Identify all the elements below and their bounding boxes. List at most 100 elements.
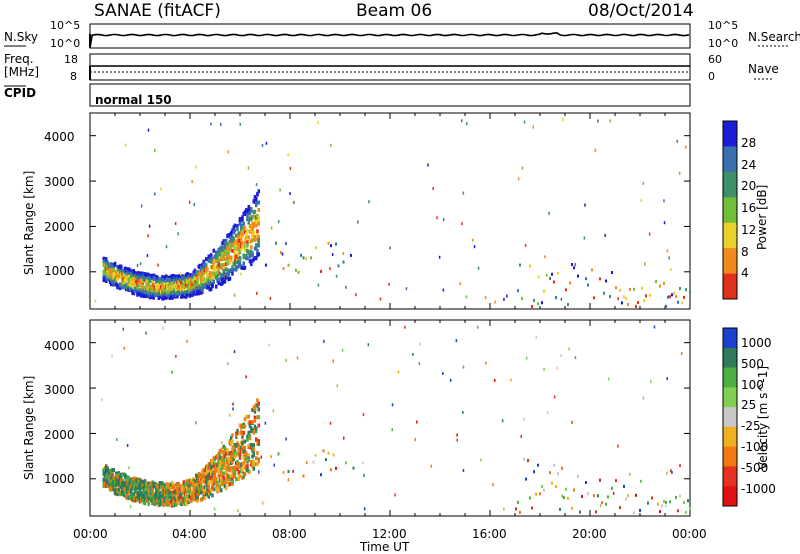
echo-cell <box>256 441 259 446</box>
echo-cell <box>230 231 233 236</box>
echo-cell <box>228 467 232 471</box>
echo-cell <box>217 281 220 286</box>
echo-cell <box>181 275 184 280</box>
colorbar-segment-vel <box>723 407 737 428</box>
echo-cell <box>166 494 169 499</box>
noise-cell <box>609 119 611 123</box>
echo-cell <box>671 293 673 297</box>
echo-cell <box>181 290 184 295</box>
echo-cell <box>161 287 164 292</box>
noise-cell <box>123 346 125 350</box>
xlabel: Time UT <box>360 540 410 554</box>
echo-cell <box>220 257 223 262</box>
echo-cell <box>166 502 169 507</box>
echo-cell <box>310 256 312 260</box>
freq-label: Freq. <box>4 52 34 66</box>
echo-cell <box>171 492 174 497</box>
noise-cell <box>345 285 347 289</box>
echo-cell <box>120 265 123 269</box>
echo-cell <box>245 253 248 258</box>
echo-cell <box>238 250 242 255</box>
echo-cell <box>183 284 187 289</box>
noise-cell <box>285 358 287 362</box>
echo-cell <box>211 473 214 478</box>
noise-cell <box>221 441 223 445</box>
echo-cell <box>140 485 143 490</box>
echo-cell <box>140 271 143 276</box>
echo-cell <box>226 448 229 453</box>
echo-cell <box>201 283 204 288</box>
noise-cell <box>427 163 429 167</box>
echo-cell <box>573 266 575 270</box>
echo-cell <box>243 424 247 429</box>
echo-cell <box>325 458 327 462</box>
noise-cell <box>494 379 496 382</box>
echo-cell <box>235 233 238 238</box>
echo-cell <box>242 253 245 258</box>
noise-cell <box>239 122 241 126</box>
echo-cell <box>198 473 202 478</box>
echo-cell <box>228 276 232 281</box>
echo-cell <box>172 484 175 489</box>
echo-cell <box>248 206 252 211</box>
echo-cell <box>231 265 234 270</box>
noise-cell <box>668 256 670 260</box>
xtick-0000: 00:00 <box>73 527 108 541</box>
colorbar-tick: -100 <box>741 440 769 454</box>
echo-cell <box>200 484 203 489</box>
echo-cell <box>251 443 254 448</box>
echo-cell <box>216 274 219 279</box>
echo-cell <box>130 279 133 284</box>
echo-cell <box>230 255 233 260</box>
noise-cell <box>561 118 564 122</box>
echo-cell <box>187 276 190 281</box>
echo-cell <box>112 468 115 472</box>
echo-cell <box>117 487 120 492</box>
echo-cell <box>135 279 138 283</box>
echo-cell <box>241 232 244 237</box>
echo-cell <box>198 477 202 482</box>
echo-cell <box>251 462 254 467</box>
echo-cell <box>166 290 169 295</box>
noise-cell <box>650 380 652 383</box>
echo-cell <box>241 423 244 428</box>
echo-cell <box>593 494 595 498</box>
echo-cell <box>257 215 260 220</box>
noise-cell <box>287 478 290 482</box>
echo-cell <box>537 463 539 467</box>
noise-cell <box>220 123 222 126</box>
echo-cell <box>210 487 213 492</box>
echo-cell <box>222 272 225 277</box>
echo-cell <box>242 261 245 266</box>
noise-cell <box>556 366 559 370</box>
echo-cell <box>645 294 647 298</box>
noise-cell <box>145 331 147 335</box>
echo-cell <box>215 468 218 473</box>
echo-cell <box>337 264 340 268</box>
echo-cell <box>181 485 184 489</box>
echo-cell <box>105 257 108 262</box>
echo-cell <box>236 254 239 259</box>
noise-cell <box>670 469 672 473</box>
noise-bottom-tick-right: 10^0 <box>708 37 739 50</box>
echo-cell <box>233 452 237 457</box>
echo-cell <box>236 428 239 433</box>
echo-cell <box>198 271 202 275</box>
echo-cell <box>183 495 187 500</box>
echo-cell <box>161 284 164 289</box>
echo-cell <box>135 276 138 281</box>
power-ytick-3000: 3000 <box>44 175 75 189</box>
echo-cell <box>147 488 150 493</box>
echo-cell <box>275 241 277 245</box>
noise-cell <box>236 432 238 436</box>
echo-cell <box>233 250 237 255</box>
noise-cell <box>223 274 225 278</box>
echo-cell <box>208 471 212 476</box>
echo-cell <box>102 471 105 476</box>
echo-cell <box>112 484 115 489</box>
echo-cell <box>251 454 254 459</box>
noise-cell <box>138 282 141 286</box>
echo-cell <box>181 283 184 288</box>
echo-cell <box>178 278 182 283</box>
echo-cell <box>140 293 143 298</box>
